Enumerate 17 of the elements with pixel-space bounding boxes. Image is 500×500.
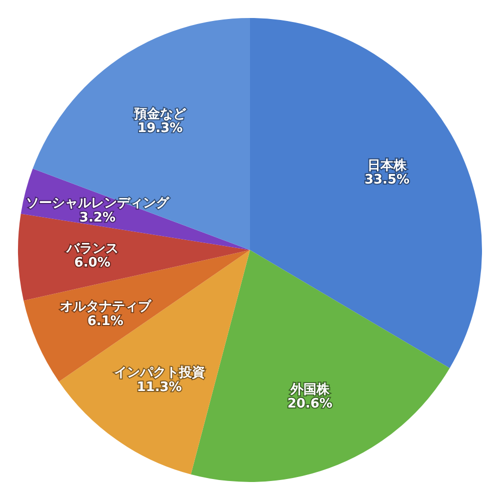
data-label: 19.3% (138, 121, 183, 136)
data-label: 3.2% (79, 210, 116, 226)
slice-label: インパクト投資 (114, 365, 205, 380)
slice-label: 日本株 (368, 158, 408, 174)
data-label: 33.5% (364, 172, 410, 188)
slice-label: ソーシャルレンディング (26, 196, 170, 212)
pie-slice (250, 18, 482, 368)
data-label: 6.1% (87, 314, 124, 329)
pie-slice (18, 214, 250, 301)
data-label: 20.6% (287, 396, 332, 412)
slice-label: バランス (65, 241, 118, 256)
slice-label: 外国株 (289, 382, 330, 398)
data-label: 6.0% (74, 256, 110, 271)
slice-label: 預金など (133, 106, 188, 122)
slice-label: オルタナティブ (60, 298, 152, 315)
data-label: 11.3% (136, 380, 182, 395)
pie-slice (190, 250, 450, 482)
